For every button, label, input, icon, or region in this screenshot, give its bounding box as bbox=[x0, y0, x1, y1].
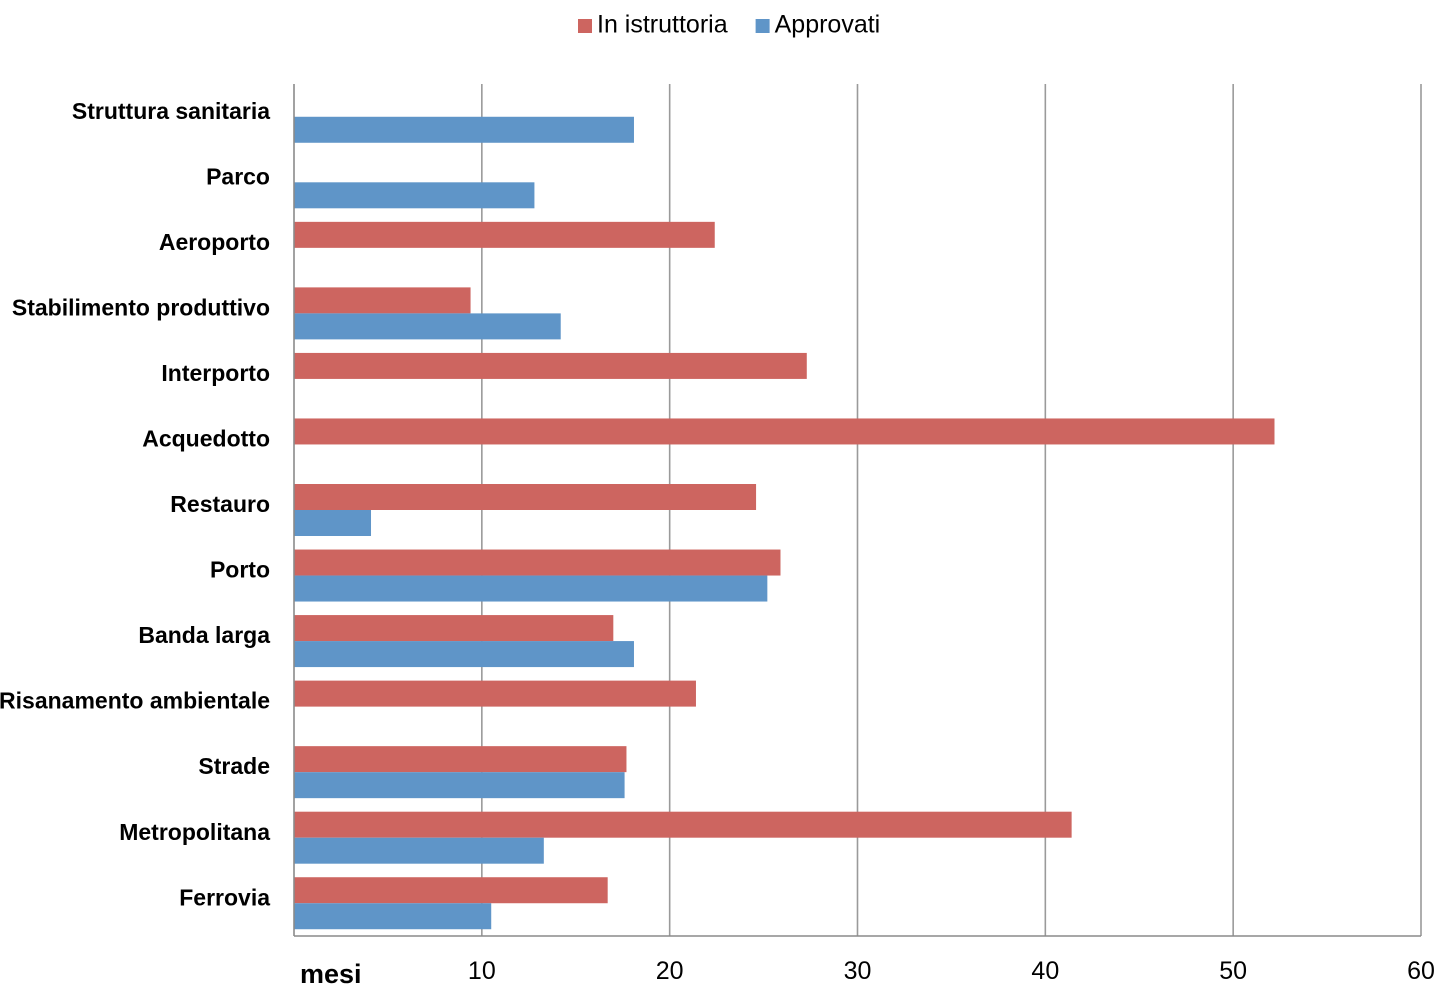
category-label-aeroporto: Aeroporto bbox=[159, 229, 270, 255]
x-axis-unit-label: mesi bbox=[300, 959, 362, 988]
category-label-stabilimento-produttivo: Stabilimento produttivo bbox=[12, 294, 270, 320]
legend-label-approvati: Approvati bbox=[775, 11, 881, 39]
bar-approvati-banda-larga bbox=[294, 641, 634, 668]
axes bbox=[293, 84, 1421, 937]
bar-in-istruttoria-interporto bbox=[294, 352, 807, 379]
category-label-metropolitana: Metropolitana bbox=[119, 819, 270, 845]
bar-in-istruttoria-acquedotto bbox=[294, 418, 1275, 445]
bar-in-istruttoria-banda-larga bbox=[294, 615, 614, 642]
bar-in-istruttoria-aeroporto bbox=[294, 221, 715, 248]
x-tick-label-30: 30 bbox=[844, 957, 872, 985]
bar-in-istruttoria-porto bbox=[294, 549, 781, 576]
category-label-interporto: Interporto bbox=[161, 360, 270, 386]
bar-approvati-restauro bbox=[294, 510, 372, 536]
category-label-porto: Porto bbox=[210, 557, 270, 583]
category-label-ferrovia: Ferrovia bbox=[179, 884, 270, 910]
category-label-struttura-sanitaria: Struttura sanitaria bbox=[72, 98, 270, 124]
bars bbox=[294, 116, 1275, 930]
category-label-parco: Parco bbox=[206, 163, 270, 189]
bar-approvati-stabilimento-produttivo bbox=[294, 313, 561, 340]
bar-in-istruttoria-strade bbox=[294, 746, 627, 773]
bar-approvati-strade bbox=[294, 772, 625, 799]
bar-in-istruttoria-restauro bbox=[294, 484, 757, 510]
x-tick-label-10: 10 bbox=[468, 957, 496, 985]
bar-approvati-metropolitana bbox=[294, 837, 544, 864]
x-tick-label-60: 60 bbox=[1407, 957, 1435, 985]
legend-swatch-approvati bbox=[755, 19, 770, 33]
bar-in-istruttoria-stabilimento-produttivo bbox=[294, 287, 471, 314]
bar-approvati-parco bbox=[294, 182, 535, 209]
bar-in-istruttoria-ferrovia bbox=[294, 877, 608, 904]
tick-labels: 10 20 30 40 50 60 mesi bbox=[300, 957, 1435, 988]
bar-in-istruttoria-risanamento-ambientale bbox=[294, 680, 696, 707]
category-label-acquedotto: Acquedotto bbox=[142, 426, 270, 452]
category-labels: Struttura sanitaria Parco Aeroporto Stabili… bbox=[0, 98, 270, 910]
category-label-banda-larga: Banda larga bbox=[138, 622, 270, 648]
bar-approvati-ferrovia bbox=[294, 903, 492, 930]
bar-approvati-porto bbox=[294, 575, 768, 602]
bar-approvati-struttura-sanitaria bbox=[294, 116, 634, 143]
x-tick-label-50: 50 bbox=[1219, 957, 1247, 985]
category-label-risanamento-ambientale: Risanamento ambientale bbox=[0, 688, 270, 714]
legend-label-in-istruttoria: In istruttoria bbox=[597, 11, 728, 39]
legend: In istruttoria Approvati bbox=[578, 11, 880, 39]
category-label-restauro: Restauro bbox=[170, 491, 270, 517]
bar-in-istruttoria-metropolitana bbox=[294, 811, 1072, 838]
x-tick-label-40: 40 bbox=[1031, 957, 1059, 985]
legend-swatch-in-istruttoria bbox=[578, 19, 592, 33]
x-tick-label-20: 20 bbox=[656, 957, 684, 985]
category-label-strade: Strade bbox=[198, 753, 270, 779]
